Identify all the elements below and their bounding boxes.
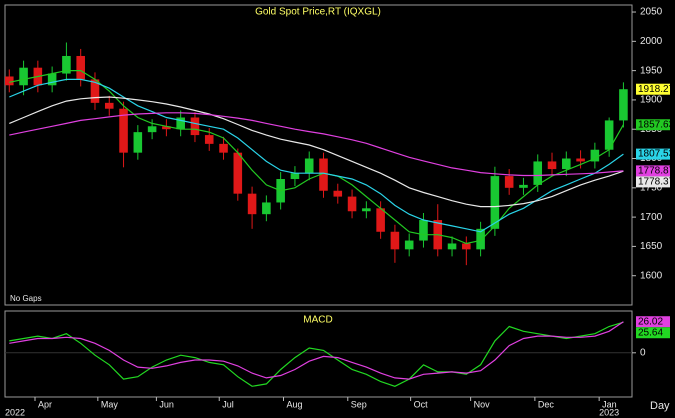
- last-value-label: 1778.37: [638, 177, 675, 188]
- y-tick-label: 1650: [640, 241, 663, 252]
- y-tick-label: 1700: [640, 212, 663, 223]
- last-value-label: 1857.63: [638, 119, 675, 130]
- y-tick-label: 1600: [640, 270, 663, 281]
- candle-body: [119, 108, 128, 153]
- candle-body: [547, 161, 557, 170]
- candle-body: [490, 176, 500, 229]
- year-label: 2023: [599, 407, 619, 417]
- annotation: No Gaps: [10, 294, 42, 303]
- candle-body: [333, 190, 343, 197]
- chart-title: Gold Spot Price,RT (IQXGL): [255, 7, 381, 18]
- candle-body: [419, 220, 428, 241]
- x-tick-label: Nov: [474, 399, 491, 409]
- candle-body: [19, 67, 28, 86]
- candle-body: [362, 208, 371, 212]
- candle-body: [447, 243, 457, 250]
- candle-body: [404, 240, 414, 250]
- y-tick-label: 0: [640, 347, 646, 358]
- candle-body: [619, 89, 628, 121]
- candle-body: [62, 55, 71, 74]
- x-tick-label: Dec: [538, 399, 555, 409]
- candle-body: [347, 196, 357, 212]
- candle-body: [219, 143, 228, 153]
- candle-body: [319, 158, 328, 191]
- candle-body: [90, 79, 100, 103]
- series-line: [9, 78, 624, 233]
- series-line: [9, 112, 624, 177]
- x-tick-label: Oct: [414, 399, 429, 409]
- candle-body: [176, 117, 185, 130]
- candle-body: [290, 173, 300, 180]
- candle-body: [133, 132, 143, 153]
- candle-body: [190, 117, 200, 136]
- candle-body: [147, 126, 157, 133]
- candle-body: [504, 176, 514, 188]
- macd-title: MACD: [303, 315, 332, 326]
- candle-body: [462, 243, 471, 250]
- year-label: 2022: [5, 407, 25, 417]
- candle-body: [476, 228, 485, 250]
- x-tick-label: Apr: [38, 399, 52, 409]
- candle-body: [47, 73, 57, 86]
- series-line: [9, 96, 624, 208]
- series-line: [9, 321, 624, 387]
- candle-body: [604, 120, 614, 150]
- last-value-label: 26.02: [638, 316, 663, 327]
- x-tick-label: May: [101, 399, 119, 409]
- last-value-box: [636, 148, 670, 160]
- candle-body: [233, 152, 243, 194]
- candle-body: [390, 231, 400, 250]
- candle-body: [247, 193, 257, 215]
- y-tick-label: 2000: [640, 36, 663, 47]
- candle-body: [162, 126, 171, 130]
- y-tick-label: 1900: [640, 95, 663, 106]
- x-axis-label: Day: [650, 400, 670, 412]
- last-value-box: [636, 119, 670, 131]
- candle-body: [562, 158, 571, 170]
- last-value-label: 1778.87: [638, 166, 675, 177]
- x-tick-label: Jan: [602, 399, 617, 409]
- candle-body: [376, 208, 385, 232]
- series-line: [9, 321, 624, 380]
- last-value-box: [636, 176, 670, 188]
- candle-body: [533, 161, 543, 185]
- last-value-label: 25.64: [638, 327, 663, 338]
- x-tick-label: Aug: [287, 399, 303, 409]
- last-value-label: 1807.53: [638, 149, 675, 160]
- x-tick-label: Sep: [351, 399, 367, 409]
- y-tick-label: 1950: [640, 65, 663, 76]
- last-value-box: [636, 83, 670, 95]
- candle-body: [519, 184, 528, 188]
- candle-body: [104, 102, 114, 109]
- last-value-box: [636, 327, 670, 339]
- series-line: [9, 70, 624, 245]
- price-panel: [4, 4, 633, 306]
- y-tick-label: 1750: [640, 182, 663, 193]
- candle-body: [204, 135, 214, 144]
- candle-body: [262, 202, 271, 215]
- candle-body: [5, 76, 14, 86]
- x-tick-label: Jun: [159, 399, 174, 409]
- x-tick-label: Jul: [222, 399, 234, 409]
- candle-body: [576, 158, 585, 162]
- last-value-label: 1918.27: [638, 84, 675, 95]
- last-value-box: [636, 165, 670, 177]
- last-value-box: [636, 316, 670, 328]
- candle-body: [590, 149, 600, 162]
- y-tick-label: 2050: [640, 7, 663, 18]
- macd-panel: [4, 310, 633, 398]
- candle-body: [76, 55, 85, 80]
- candle-body: [304, 158, 314, 174]
